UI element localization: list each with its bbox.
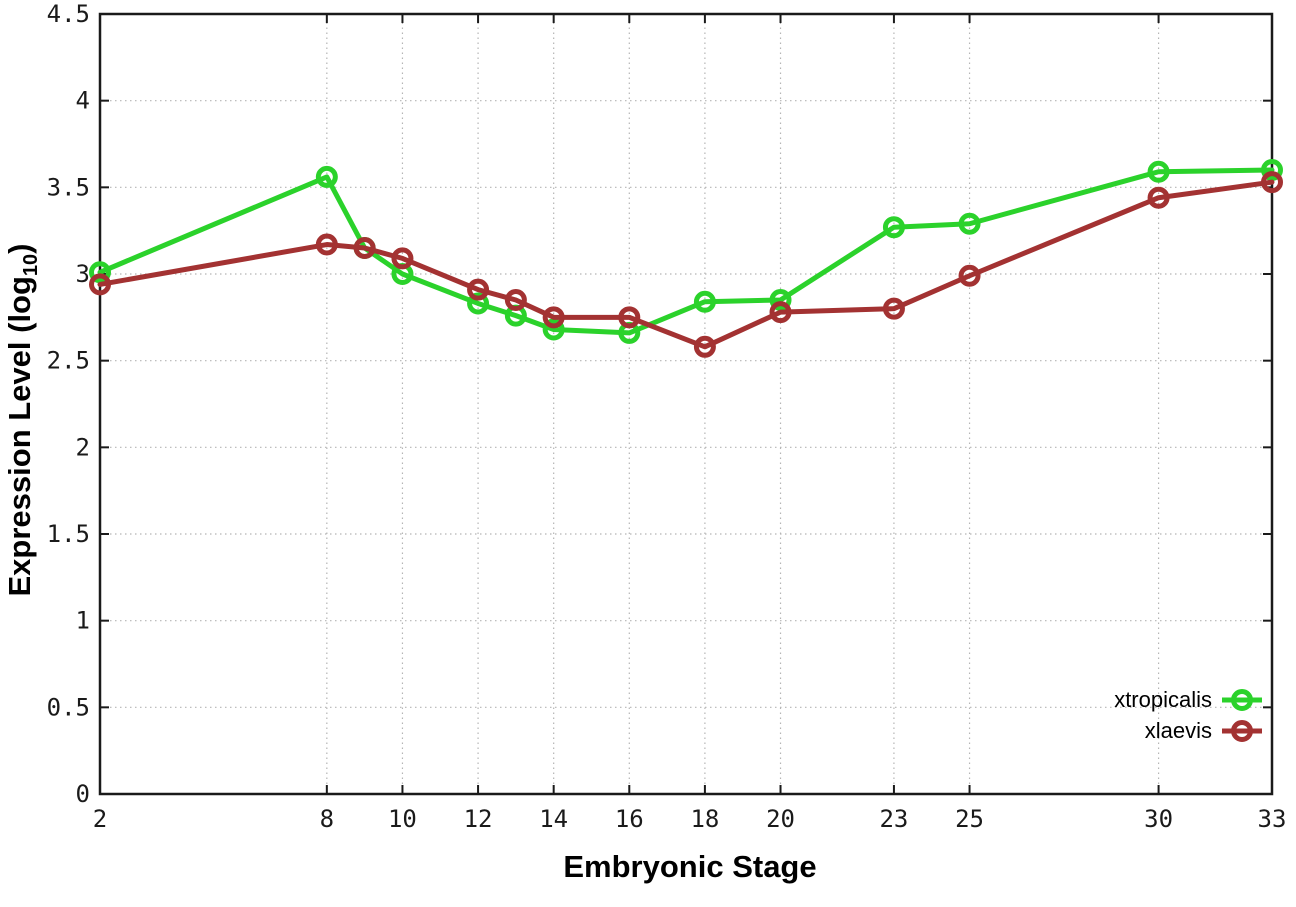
- y-axis-label: Expression Level (log10): [2, 243, 42, 596]
- legend-label-xtropicalis: xtropicalis: [1114, 687, 1212, 712]
- data-point-xtropicalis: [89, 261, 111, 284]
- data-point-xlaevis: [542, 306, 565, 329]
- tick-marks-layer: [99, 13, 1273, 795]
- data-point-xlaevis: [882, 297, 905, 320]
- plot-border: [98, 12, 1274, 796]
- y-tick-label: 2.5: [47, 347, 90, 375]
- series-xtropicalis: [89, 159, 1283, 344]
- data-point-xtropicalis: [882, 216, 905, 239]
- data-point-xlaevis: [89, 273, 111, 296]
- x-tick-label: 18: [690, 805, 719, 833]
- y-tick-label: 3: [76, 260, 90, 288]
- x-tick-label: 30: [1144, 805, 1173, 833]
- legend-item-xtropicalis: xtropicalis: [1114, 687, 1262, 712]
- data-point-xlaevis: [693, 335, 716, 358]
- data-point-xtropicalis: [542, 318, 565, 341]
- data-point-xlaevis: [618, 306, 641, 329]
- legend: xtropicalis xlaevis: [1114, 687, 1262, 743]
- data-point-xlaevis: [1147, 186, 1170, 209]
- y-tick-label: 1.5: [47, 520, 90, 548]
- y-tick-label: 0.5: [47, 693, 90, 721]
- x-tick-label: 23: [879, 805, 908, 833]
- series-layer: [89, 159, 1283, 358]
- data-point-xlaevis: [769, 301, 792, 324]
- y-tick-label: 1: [76, 607, 90, 635]
- x-tick-label: 14: [539, 805, 568, 833]
- y-tick-label: 3.5: [47, 173, 90, 201]
- legend-sample-marker-xtropicalis: [1231, 689, 1253, 711]
- data-point-xtropicalis: [1261, 159, 1283, 181]
- x-tick-label: 2: [93, 805, 107, 833]
- x-tick-label: 25: [955, 805, 984, 833]
- y-tick-label: 4: [76, 87, 90, 115]
- data-point-xtropicalis: [315, 165, 338, 188]
- y-tick-label: 2: [76, 433, 90, 461]
- x-axis-label: Embryonic Stage: [563, 849, 816, 884]
- data-point-xlaevis: [1261, 171, 1283, 194]
- grid-layer: [100, 14, 1272, 794]
- data-point-xlaevis: [504, 289, 527, 311]
- data-point-xtropicalis: [693, 290, 716, 313]
- legend-item-xlaevis: xlaevis: [1145, 718, 1262, 743]
- data-point-xtropicalis: [958, 212, 981, 235]
- data-point-xlaevis: [353, 237, 376, 259]
- x-tick-labels: 2 8 10 12 14 16 18 20 23 25 30 33: [93, 805, 1287, 833]
- x-tick-label: 10: [388, 805, 417, 833]
- y-tick-labels: 0 0.5 1 1.5 2 2.5 3 3.5 4 4.5: [47, 0, 90, 808]
- x-tick-label: 12: [464, 805, 493, 833]
- data-point-xlaevis: [315, 233, 338, 256]
- data-point-xtropicalis: [467, 292, 490, 315]
- legend-sample-marker-xlaevis: [1231, 720, 1253, 742]
- data-point-xlaevis: [391, 247, 414, 270]
- x-tick-label: 20: [766, 805, 795, 833]
- x-tick-label: 16: [615, 805, 644, 833]
- series-xlaevis: [89, 171, 1283, 358]
- x-tick-label: 33: [1258, 805, 1287, 833]
- data-point-xtropicalis: [1147, 160, 1170, 183]
- data-point-xtropicalis: [769, 289, 792, 311]
- legend-label-xlaevis: xlaevis: [1145, 718, 1212, 743]
- series-line-xlaevis: [97, 179, 1275, 350]
- data-point-xlaevis: [958, 264, 981, 287]
- y-tick-label: 4.5: [47, 0, 90, 28]
- data-point-xlaevis: [467, 278, 490, 301]
- y-tick-label: 0: [76, 780, 90, 808]
- x-tick-label: 8: [320, 805, 334, 833]
